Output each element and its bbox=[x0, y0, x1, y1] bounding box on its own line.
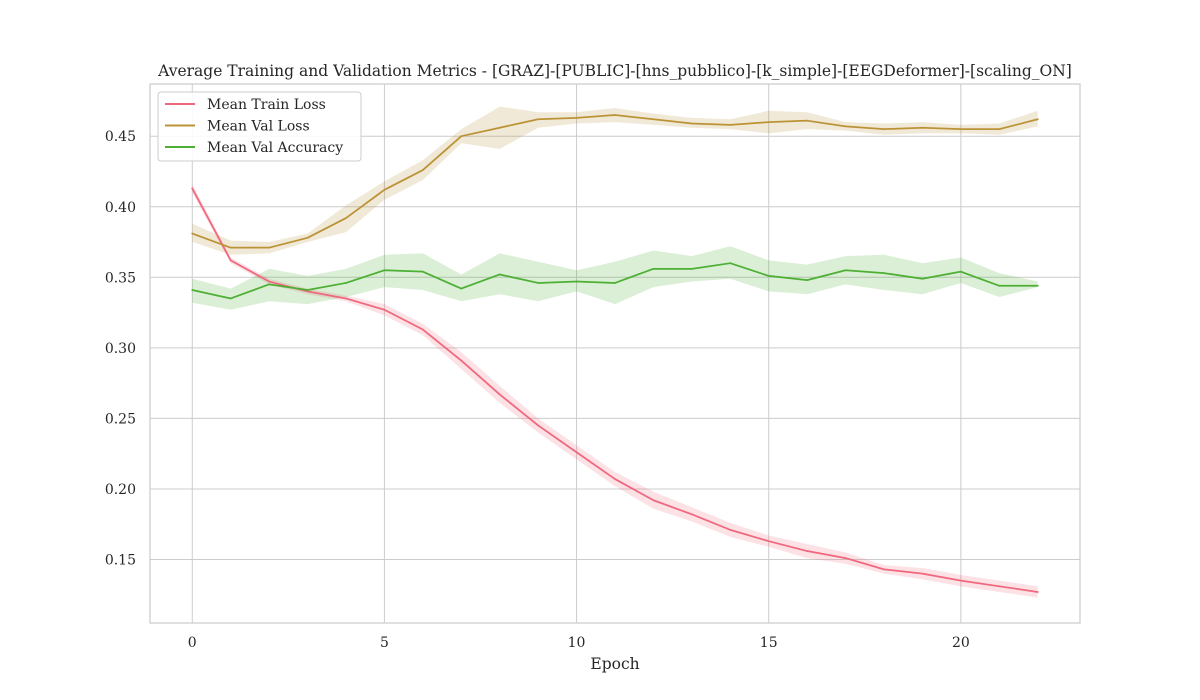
x-tick-label: 5 bbox=[380, 635, 389, 651]
data-point bbox=[498, 126, 501, 129]
data-point bbox=[883, 272, 885, 274]
data-point bbox=[1036, 284, 1039, 287]
x-tick-label: 20 bbox=[952, 635, 970, 651]
data-point bbox=[383, 308, 386, 311]
y-tick-label: 0.45 bbox=[105, 129, 136, 145]
data-point bbox=[767, 540, 770, 542]
data-point bbox=[345, 297, 347, 300]
legend-label: Mean Val Accuracy bbox=[207, 140, 343, 156]
data-point bbox=[345, 282, 347, 284]
data-point bbox=[191, 232, 194, 235]
data-point bbox=[729, 529, 732, 531]
y-tick-label: 0.40 bbox=[105, 200, 136, 216]
data-point bbox=[383, 189, 386, 191]
data-point bbox=[960, 579, 962, 582]
series-lines bbox=[191, 114, 1039, 593]
data-point bbox=[921, 572, 924, 575]
data-point bbox=[229, 259, 232, 262]
data-point bbox=[537, 118, 539, 121]
data-point bbox=[306, 236, 309, 239]
data-point bbox=[998, 284, 1001, 287]
data-point bbox=[691, 513, 693, 516]
data-point bbox=[652, 268, 655, 270]
data-point bbox=[614, 478, 616, 480]
data-point bbox=[844, 125, 847, 128]
data-point bbox=[422, 169, 424, 171]
data-point bbox=[229, 297, 232, 300]
y-tick-label: 0.20 bbox=[105, 482, 136, 498]
data-point bbox=[229, 246, 232, 249]
series-band-1 bbox=[192, 184, 1038, 598]
legend-label: Mean Val Loss bbox=[207, 119, 310, 135]
data-point bbox=[998, 128, 1001, 130]
data-point bbox=[306, 289, 309, 291]
x-tick-label: 15 bbox=[760, 635, 778, 651]
data-point bbox=[691, 268, 693, 270]
data-point bbox=[537, 282, 539, 284]
data-point bbox=[460, 287, 463, 290]
data-point bbox=[268, 246, 270, 249]
data-point bbox=[345, 217, 347, 219]
grid bbox=[150, 84, 1080, 623]
data-point bbox=[306, 290, 309, 293]
data-point bbox=[652, 499, 655, 502]
data-point bbox=[960, 128, 962, 130]
data-point bbox=[575, 451, 578, 454]
data-point bbox=[960, 270, 962, 273]
x-tick-labels: 0 5 10 15 20 bbox=[188, 635, 970, 651]
data-point bbox=[691, 122, 693, 125]
data-point bbox=[844, 557, 847, 559]
data-point bbox=[729, 124, 732, 126]
data-point bbox=[767, 275, 770, 277]
legend-box bbox=[157, 91, 362, 162]
chart-title: Average Training and Validation Metrics … bbox=[157, 62, 1072, 80]
data-point bbox=[614, 282, 616, 284]
data-point bbox=[575, 117, 578, 119]
data-point bbox=[652, 118, 655, 121]
data-point bbox=[921, 277, 924, 280]
data-point bbox=[191, 187, 194, 190]
series-band-3 bbox=[192, 246, 1038, 310]
data-point bbox=[998, 585, 1001, 588]
legend: Mean Train Loss Mean Val Loss Mean Val Acc… bbox=[157, 91, 362, 162]
data-point bbox=[460, 359, 463, 362]
data-point bbox=[806, 550, 808, 552]
data-point bbox=[422, 270, 424, 273]
plot-frame bbox=[149, 83, 1081, 624]
data-point bbox=[921, 126, 924, 129]
data-point bbox=[883, 568, 885, 571]
data-point bbox=[767, 121, 770, 123]
y-tick-label: 0.25 bbox=[105, 411, 136, 427]
y-tick-label: 0.15 bbox=[105, 553, 136, 569]
data-point bbox=[729, 262, 732, 264]
data-point bbox=[806, 279, 808, 281]
data-point bbox=[268, 283, 270, 286]
data-point bbox=[575, 280, 578, 283]
x-tick-label: 0 bbox=[188, 635, 197, 651]
data-point bbox=[1036, 118, 1039, 121]
legend-label: Mean Train Loss bbox=[207, 97, 326, 113]
series-line-1 bbox=[191, 187, 1039, 593]
y-tick-labels: 0.15 0.20 0.25 0.30 0.35 0.40 0.45 bbox=[105, 129, 136, 568]
data-point bbox=[460, 135, 463, 138]
data-point bbox=[422, 328, 424, 331]
data-point bbox=[614, 114, 616, 116]
data-point bbox=[498, 273, 501, 276]
data-point bbox=[1036, 591, 1039, 593]
x-axis-label: Epoch bbox=[590, 655, 639, 673]
data-point bbox=[844, 269, 847, 272]
y-tick-label: 0.30 bbox=[105, 341, 136, 357]
data-point bbox=[191, 289, 194, 291]
data-point bbox=[883, 128, 885, 130]
data-point bbox=[383, 269, 386, 272]
confidence-bands bbox=[192, 106, 1038, 598]
data-point bbox=[268, 280, 270, 283]
data-point bbox=[498, 393, 501, 396]
x-tick-label: 10 bbox=[568, 635, 586, 651]
data-point bbox=[537, 424, 539, 427]
data-point bbox=[806, 119, 808, 122]
y-tick-label: 0.35 bbox=[105, 270, 136, 286]
